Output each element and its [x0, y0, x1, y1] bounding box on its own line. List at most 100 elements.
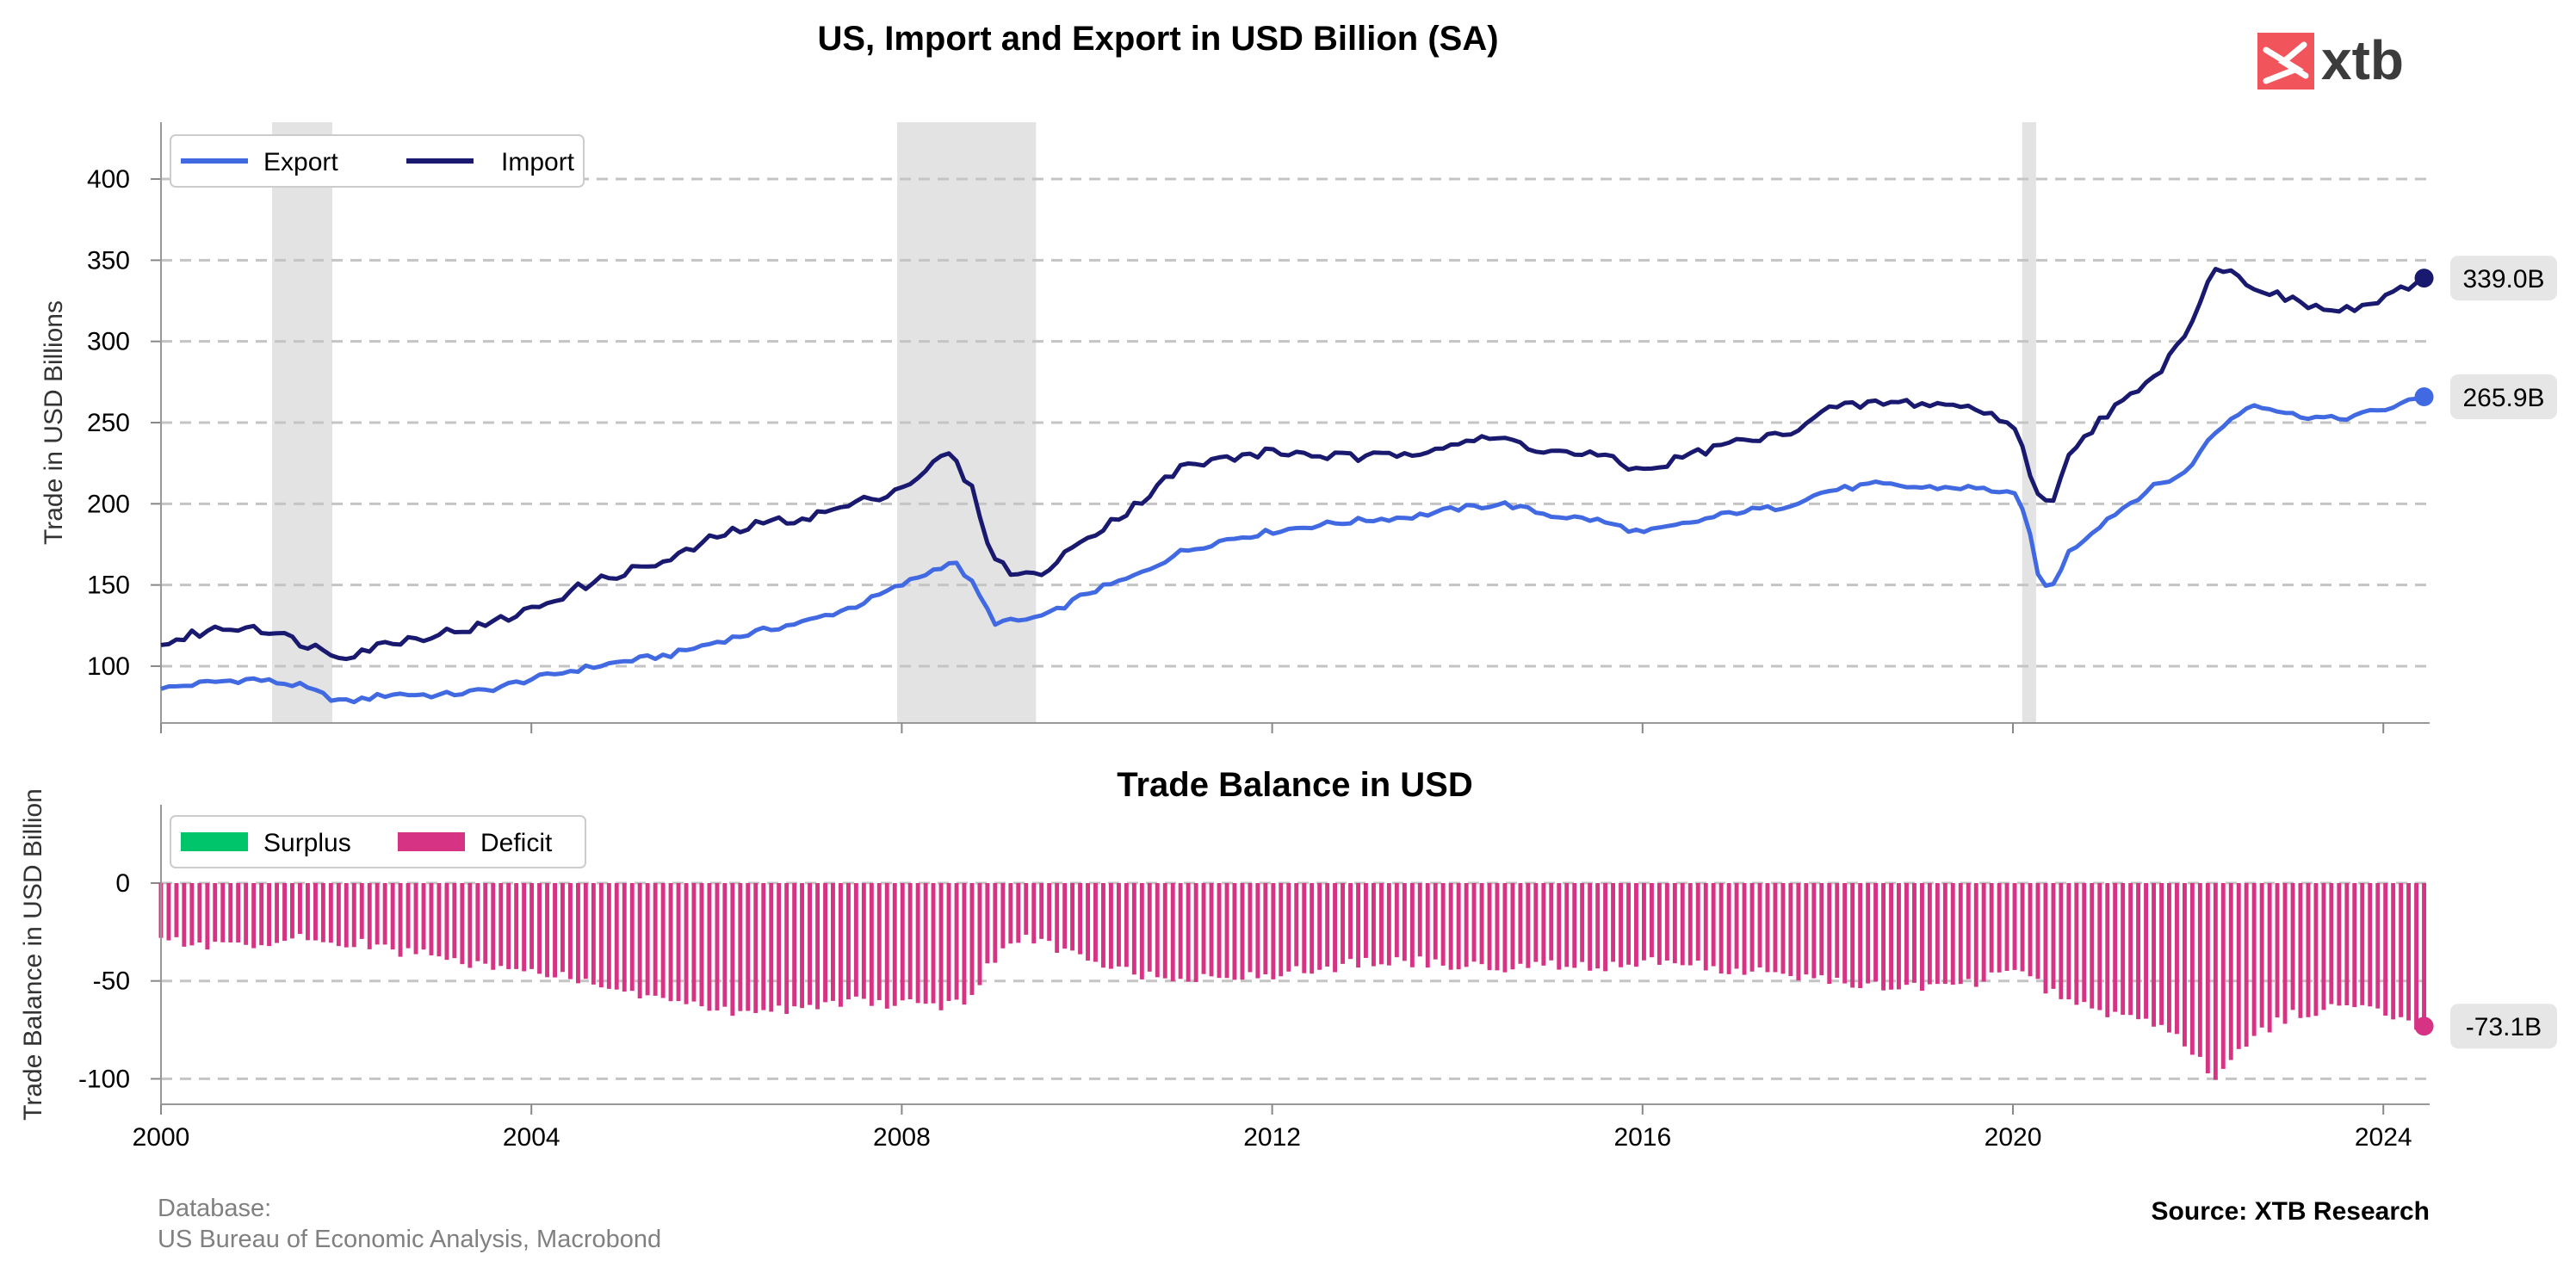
deficit-bar: [1131, 882, 1136, 975]
deficit-bar: [1147, 882, 1152, 972]
deficit-bar: [1718, 882, 1724, 974]
deficit-bar: [244, 882, 249, 945]
deficit-bar: [2213, 882, 2218, 1080]
deficit-bar: [514, 882, 519, 969]
deficit-bar: [406, 882, 411, 948]
deficit-bar: [1078, 882, 1082, 955]
deficit-bar: [2136, 882, 2140, 1020]
deficit-bar: [800, 882, 804, 1009]
deficit-bar: [606, 882, 611, 989]
legend-label-export: Export: [263, 148, 338, 176]
deficit-bar: [1186, 882, 1191, 982]
deficit-bar: [1526, 882, 1531, 968]
y-tick-label: -100: [78, 1065, 130, 1093]
deficit-bar: [1580, 882, 1585, 962]
deficit-bar: [815, 882, 820, 1010]
deficit-bar: [1433, 882, 1438, 960]
deficit-bar: [460, 882, 465, 965]
deficit-bar: [839, 882, 843, 1007]
deficit-bar: [2282, 882, 2288, 1024]
legend-box: [170, 134, 585, 188]
deficit-bar: [738, 882, 743, 1011]
deficit-bar: [1549, 882, 1554, 961]
deficit-bar: [1997, 882, 2002, 973]
deficit-bar: [1773, 882, 1778, 973]
deficit-bar: [1603, 882, 1607, 972]
deficit-bar: [985, 882, 990, 964]
deficit-bar: [1047, 882, 1052, 942]
deficit-bar: [2414, 882, 2418, 1030]
deficit-bar: [954, 882, 959, 1000]
x-tick-label: 2016: [1613, 1123, 1671, 1152]
deficit-bar: [213, 882, 218, 942]
deficit-bar: [1726, 882, 1731, 974]
x-tick-label: 2024: [2355, 1123, 2412, 1152]
y-axis-label: Trade in USD Billions: [40, 300, 68, 545]
series-line-import: [160, 267, 2425, 662]
deficit-bar: [1564, 882, 1570, 967]
deficit-bar: [1479, 882, 1484, 965]
deficit-bar: [2082, 882, 2087, 1003]
deficit-bar: [2290, 882, 2295, 1010]
deficit-bar: [923, 882, 928, 1004]
deficit-bar: [1611, 882, 1615, 962]
deficit-bar: [1464, 882, 1469, 967]
deficit-bar: [228, 882, 233, 942]
deficit-bar: [2175, 882, 2179, 1035]
deficit-bar: [282, 882, 287, 942]
deficit-bar: [1804, 882, 1809, 975]
deficit-bar: [359, 882, 364, 939]
deficit-bar: [1348, 882, 1353, 960]
deficit-bar: [622, 882, 627, 992]
legend-top: Export Import: [170, 134, 585, 188]
legend-bottom: Surplus Deficit: [170, 815, 586, 868]
deficit-bar: [2121, 882, 2126, 1016]
deficit-bar: [491, 882, 496, 970]
deficit-bar: [2152, 882, 2156, 1027]
deficit-bar: [2167, 882, 2171, 1033]
deficit-bar: [2352, 882, 2357, 1008]
deficit-bar: [1271, 882, 1276, 979]
deficit-bar: [2035, 882, 2040, 979]
deficit-bar: [2004, 882, 2009, 971]
deficit-bar: [1656, 882, 1662, 965]
deficit-bar: [1286, 882, 1291, 972]
deficit-bar: [2251, 882, 2257, 1036]
deficit-bar: [1394, 882, 1399, 958]
deficit-bar: [1263, 882, 1268, 974]
deficit-bar: [2128, 882, 2133, 1016]
deficit-bar: [2321, 882, 2326, 1010]
deficit-bar: [398, 882, 403, 957]
deficit-bar: [1533, 882, 1539, 962]
deficit-bar: [1379, 882, 1384, 965]
deficit-bar: [2375, 882, 2381, 1009]
deficit-bar: [1224, 882, 1229, 979]
deficit-bar: [1788, 882, 1793, 976]
deficit-bar: [2074, 882, 2079, 1005]
y-axis-label: Trade Balance in USD Billion: [19, 788, 47, 1121]
deficit-bar: [684, 882, 689, 1004]
deficit-bar: [351, 882, 356, 948]
deficit-bar: [977, 882, 982, 986]
x-tick-label: 2008: [873, 1123, 931, 1152]
deficit-bar: [1386, 882, 1391, 966]
deficit-bar: [1248, 882, 1253, 973]
deficit-bar: [629, 882, 635, 992]
deficit-bar: [1842, 882, 1848, 984]
deficit-bar: [560, 882, 565, 973]
xtb-logo-text: xtb: [2321, 29, 2404, 91]
deficit-bar: [2183, 882, 2187, 1047]
deficit-bar: [1904, 882, 1909, 986]
deficit-bar: [1672, 882, 1677, 964]
deficit-bar: [1341, 882, 1345, 964]
deficit-bar: [1495, 882, 1500, 971]
deficit-bar: [2329, 882, 2334, 1004]
deficit-bar: [1240, 882, 1245, 980]
deficit-bar: [452, 882, 457, 959]
deficit-bar: [869, 882, 874, 1006]
deficit-bar: [1966, 882, 1971, 979]
end-marker-import: [2414, 269, 2434, 288]
deficit-bar: [267, 882, 271, 947]
deficit-bar: [1487, 882, 1492, 971]
